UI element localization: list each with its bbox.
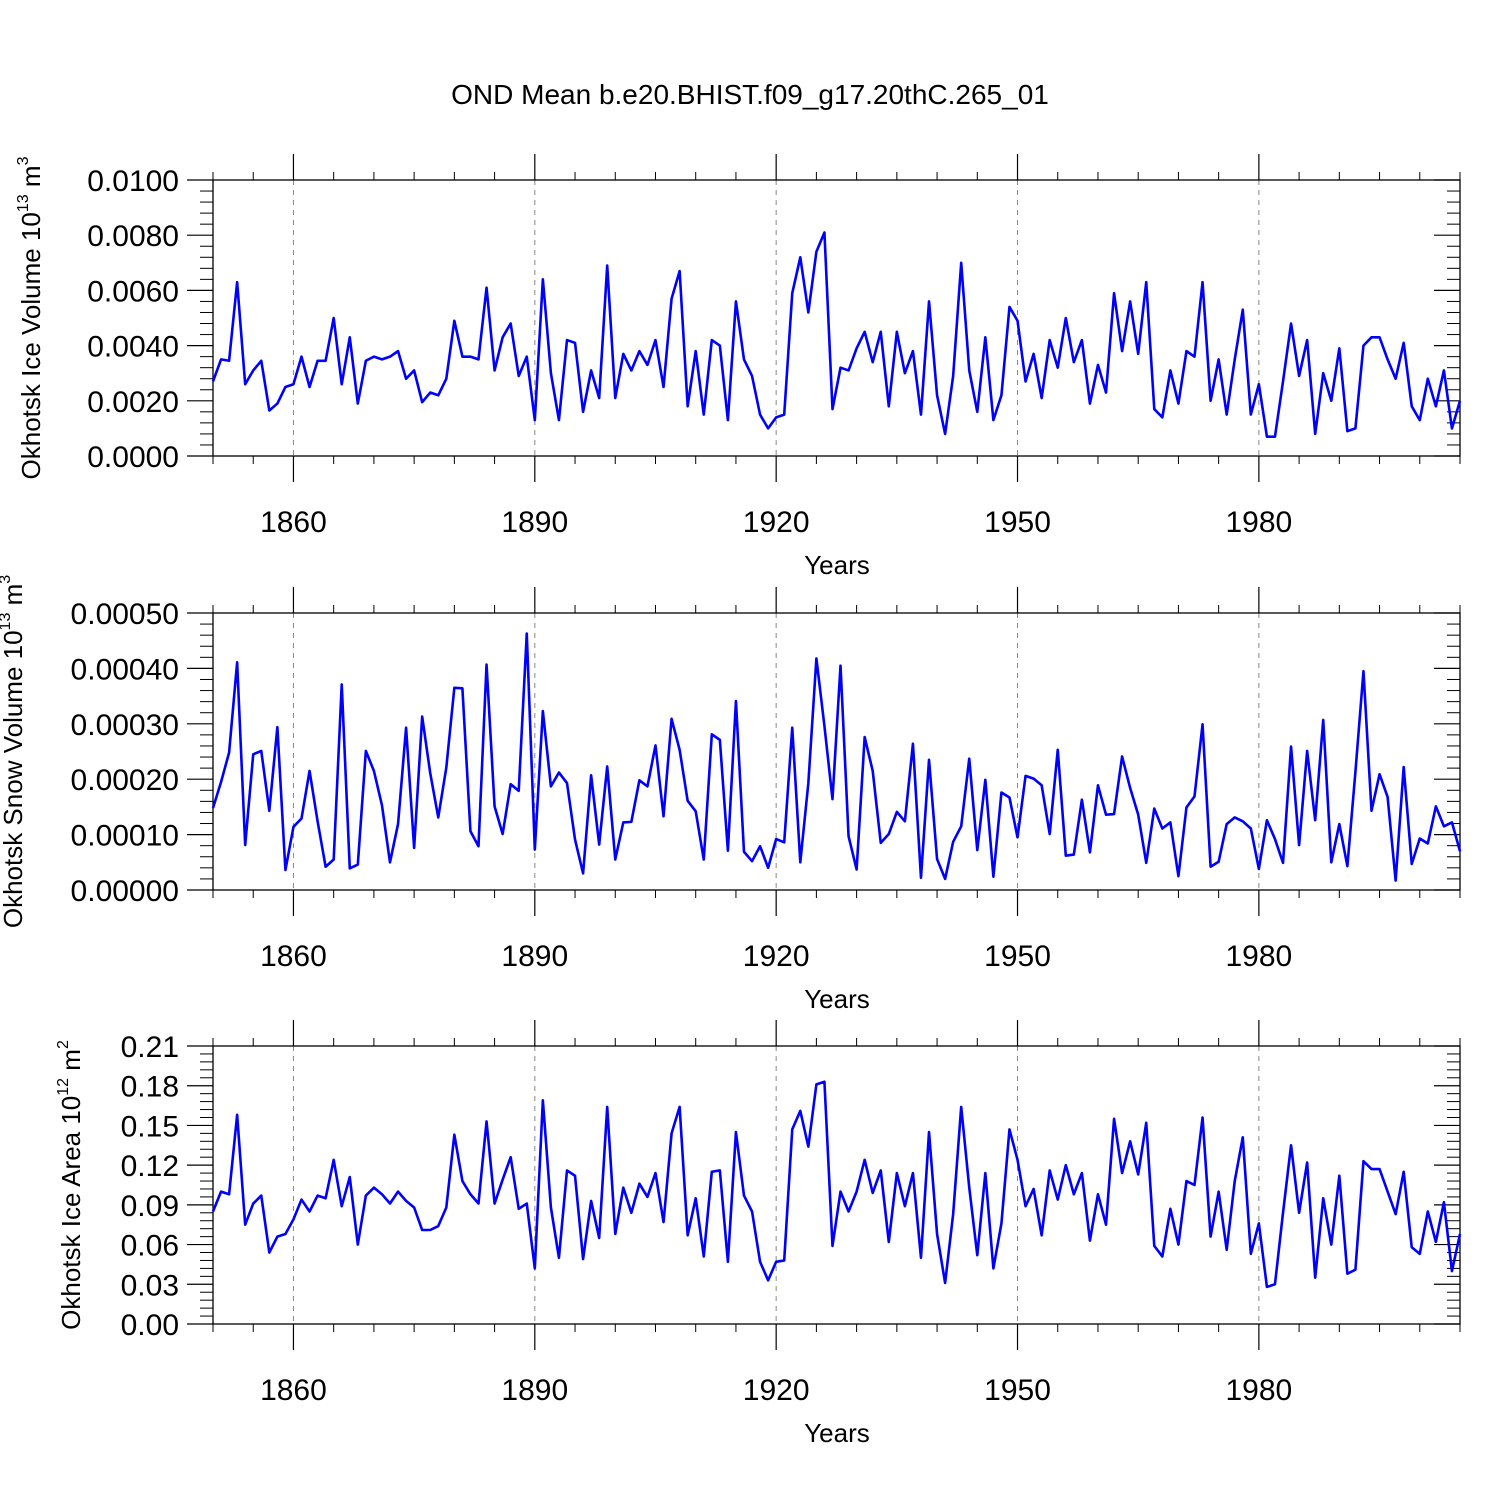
y-axis-label-unit-exponent: 2 [55, 1040, 72, 1049]
y-axis-label-unit: m [16, 165, 46, 194]
y-tick-label: 0.12 [121, 1150, 179, 1183]
y-tick-label: 0.06 [121, 1230, 179, 1263]
y-tick-label: 0.21 [121, 1031, 179, 1064]
panel-1: 1860 1890 1920 1950 1980 0.0000 0.0020 0.0040 0.… [15, 154, 1462, 580]
panel-3: 1860 1890 1920 1950 1980 0.00 0.03 0.06 0.09 0.12… [55, 1020, 1462, 1448]
y-tick-label: 0.0020 [87, 386, 179, 419]
plot-frame [212, 179, 1461, 457]
x-tick-label: 1980 [1225, 1374, 1292, 1407]
y-tick-label: 0.09 [121, 1190, 179, 1223]
x-tick-label: 1980 [1225, 940, 1292, 973]
y-tick-label: 0.00040 [71, 653, 179, 686]
chart-panels: 1860 1890 1920 1950 1980 0.0000 0.0020 0.0040 0.… [0, 154, 1462, 1448]
y-axis-label-unit-exponent: 3 [0, 575, 14, 584]
y-axis-label-text: Okhotsk Ice Area 10 [56, 1096, 86, 1330]
y-tick-label: 0.00030 [71, 709, 179, 742]
y-tick-label: 0.0100 [87, 165, 179, 198]
x-tick-label: 1950 [984, 1374, 1051, 1407]
x-tick-label: 1860 [260, 506, 327, 539]
x-tick-label: 1860 [260, 940, 327, 973]
y-tick-label: 0.0040 [87, 331, 179, 364]
x-tick-label: 1890 [501, 1374, 568, 1407]
y-axis-label: Okhotsk Ice Area 1012 m2 [55, 1040, 86, 1330]
y-axis-label: Okhotsk Snow Volume 1013 m3 [0, 575, 28, 928]
y-axis-label-unit: m [0, 584, 28, 613]
y-axis-label-exponent: 13 [15, 194, 32, 212]
figure-title: OND Mean b.e20.BHIST.f09_g17.20thC.265_0… [451, 79, 1049, 110]
x-tick-label: 1980 [1225, 506, 1292, 539]
y-axis-label-text: Okhotsk Snow Volume 10 [0, 630, 28, 928]
x-axis-label: Years [804, 1418, 870, 1448]
series-line [211, 1080, 1462, 1289]
y-tick-label: 0.15 [121, 1110, 179, 1143]
y-tick-label: 0.00020 [71, 764, 179, 797]
y-tick-label: 0.00050 [71, 598, 179, 631]
y-axis-label-exponent: 13 [0, 613, 14, 631]
plot-frame [212, 1045, 1461, 1325]
y-tick-label: 0.00000 [71, 875, 179, 908]
series-line [211, 231, 1462, 438]
plot-frame [212, 612, 1461, 891]
x-tick-label: 1920 [743, 940, 810, 973]
x-tick-label: 1890 [501, 506, 568, 539]
y-tick-label: 0.00010 [71, 820, 179, 853]
y-tick-label: 0.0080 [87, 220, 179, 253]
y-axis-label: Okhotsk Ice Volume 1013 m3 [15, 156, 46, 479]
y-axis-label-unit: m [56, 1049, 86, 1078]
x-tick-label: 1920 [743, 1374, 810, 1407]
panel-2: 1860 1890 1920 1950 1980 0.00000 0.00010 0.0002… [0, 575, 1462, 1014]
y-axis-label-text: Okhotsk Ice Volume 10 [16, 212, 46, 479]
x-axis-label: Years [804, 550, 870, 580]
x-tick-label: 1860 [260, 1374, 327, 1407]
y-tick-label: 0.0060 [87, 275, 179, 308]
x-axis-label: Years [804, 984, 870, 1014]
y-tick-label: 0.0000 [87, 441, 179, 474]
y-axis-label-exponent: 12 [55, 1078, 72, 1096]
x-tick-label: 1920 [743, 506, 810, 539]
y-tick-label: 0.18 [121, 1071, 179, 1104]
x-tick-label: 1950 [984, 940, 1051, 973]
x-tick-label: 1890 [501, 940, 568, 973]
y-tick-label: 0.03 [121, 1269, 179, 1302]
x-tick-label: 1950 [984, 506, 1051, 539]
y-axis-label-unit-exponent: 3 [15, 156, 32, 165]
series-line [211, 632, 1462, 882]
y-tick-label: 0.00 [121, 1309, 179, 1342]
